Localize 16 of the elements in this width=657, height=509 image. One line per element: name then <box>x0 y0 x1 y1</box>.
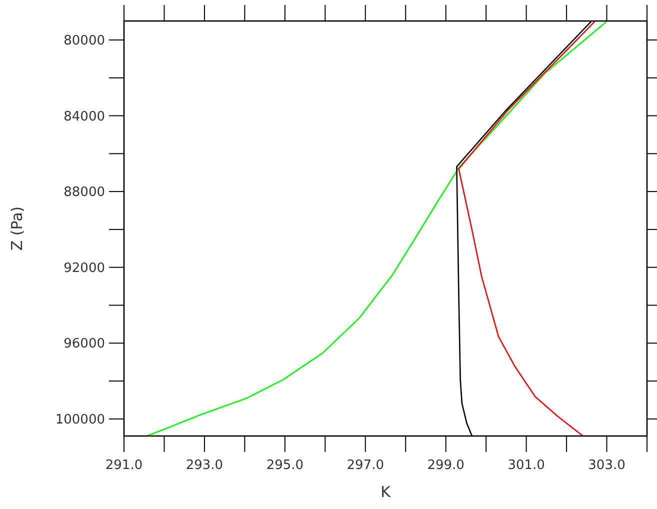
line-series <box>146 20 608 437</box>
y-tick-label: 96000 <box>64 336 105 352</box>
x-tick-label: 293.0 <box>186 458 224 473</box>
y-tick-label: 88000 <box>64 185 105 200</box>
x-tick-label: 301.0 <box>508 458 545 473</box>
x-tick-label: 291.0 <box>105 458 143 473</box>
y-tick-label: 92000 <box>64 260 105 276</box>
x-tick-label: 297.0 <box>346 458 384 473</box>
x-tick-label: 299.0 <box>427 458 464 473</box>
y-tick-label: 80000 <box>64 34 105 48</box>
x-tick-label: 295.0 <box>266 458 304 473</box>
x-axis-title: K <box>380 483 392 501</box>
y-tick-label: 84000 <box>64 109 105 124</box>
y-axis-title: Z (Pa) <box>8 206 26 251</box>
x-tick-label: 303.0 <box>588 458 626 473</box>
y-tick-label: 100000 <box>55 412 105 428</box>
